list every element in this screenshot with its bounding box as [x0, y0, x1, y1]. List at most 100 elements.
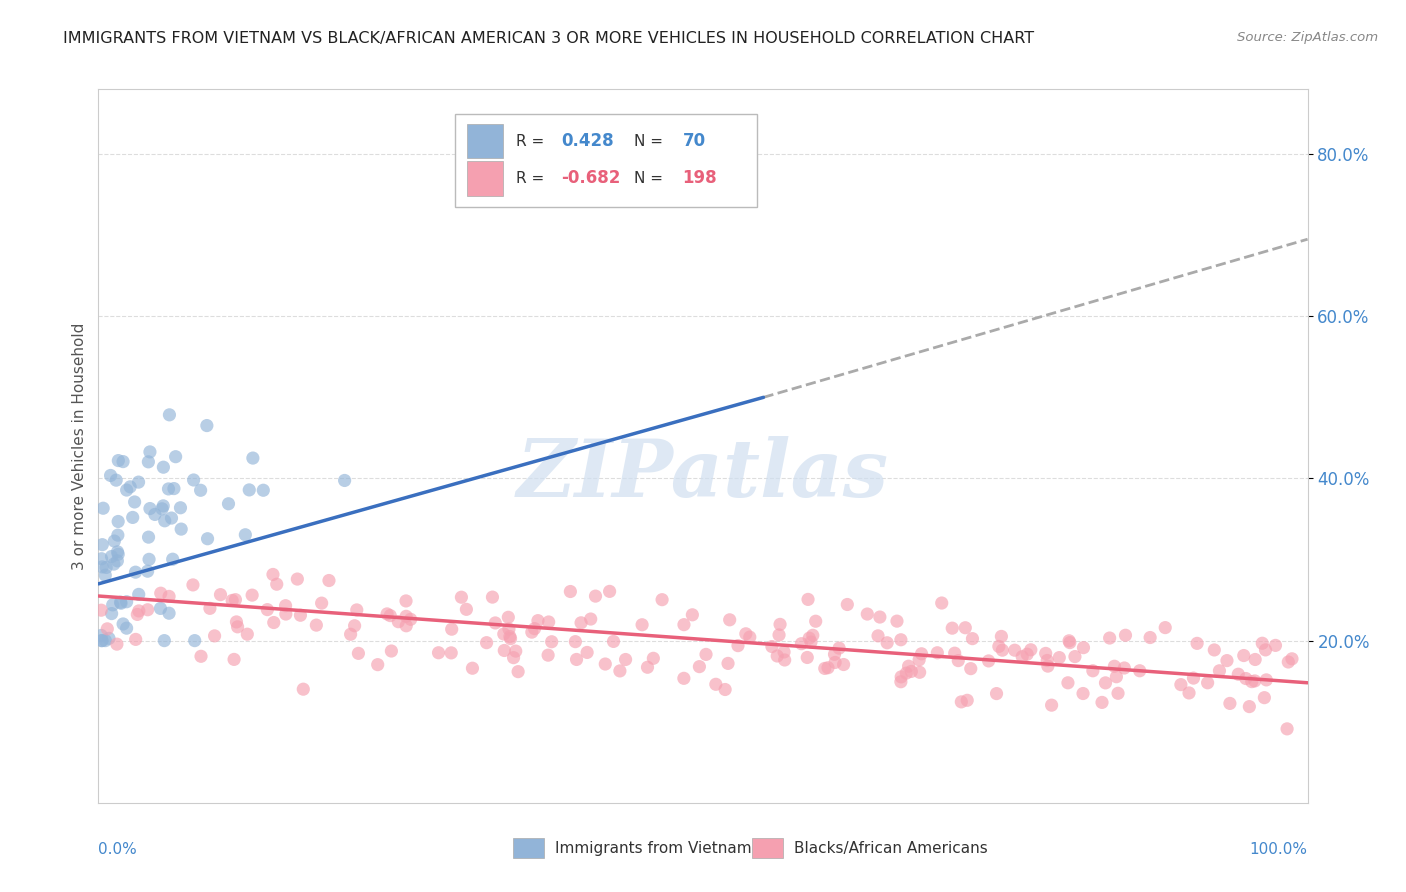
Point: [828, 641, 851, 656]
Point: [128, 475, 150, 489]
Point: [738, 630, 761, 644]
Point: [395, 609, 418, 624]
Point: [115, 621, 138, 635]
Point: [262, 567, 284, 582]
Point: [797, 592, 820, 607]
Point: [120, 480, 142, 494]
Point: [1182, 671, 1205, 685]
Point: [160, 511, 183, 525]
Point: [631, 617, 654, 632]
Point: [897, 659, 920, 673]
Point: [896, 666, 918, 681]
Point: [138, 455, 160, 469]
Point: [602, 634, 624, 648]
Point: [1216, 654, 1239, 668]
FancyBboxPatch shape: [456, 114, 758, 207]
Point: [139, 445, 162, 459]
Point: [195, 418, 218, 433]
Point: [1064, 649, 1087, 664]
Point: [103, 557, 125, 571]
Point: [127, 607, 149, 622]
Point: [908, 653, 931, 667]
Point: [681, 607, 703, 622]
Point: [456, 602, 478, 616]
Text: 198: 198: [682, 169, 717, 187]
Point: [814, 661, 837, 675]
Point: [523, 622, 546, 636]
Point: [1239, 699, 1261, 714]
Point: [181, 578, 204, 592]
Point: [927, 646, 949, 660]
Point: [801, 628, 824, 642]
Point: [427, 646, 450, 660]
Point: [900, 665, 922, 679]
Point: [1170, 678, 1192, 692]
Point: [347, 646, 370, 660]
Point: [714, 682, 737, 697]
Point: [977, 654, 1000, 668]
Point: [540, 634, 562, 648]
Point: [1081, 664, 1104, 678]
Point: [1019, 642, 1042, 657]
Point: [124, 565, 146, 579]
Point: [1057, 633, 1080, 648]
Point: [824, 656, 846, 670]
Point: [1057, 675, 1080, 690]
Point: [569, 615, 592, 630]
Point: [734, 627, 756, 641]
Point: [153, 514, 176, 528]
Point: [100, 468, 122, 483]
Point: [190, 649, 212, 664]
Point: [908, 665, 931, 680]
Point: [890, 632, 912, 647]
Point: [790, 637, 813, 651]
Point: [218, 497, 240, 511]
Point: [769, 617, 792, 632]
Point: [1185, 636, 1208, 650]
Point: [183, 633, 205, 648]
Point: [484, 615, 506, 630]
Point: [233, 528, 256, 542]
Point: [252, 483, 274, 498]
Text: 0.0%: 0.0%: [98, 842, 138, 857]
Point: [856, 607, 879, 621]
Point: [138, 530, 160, 544]
Point: [890, 670, 912, 684]
Point: [333, 474, 356, 488]
Point: [311, 596, 333, 610]
Point: [956, 693, 979, 707]
Point: [1036, 659, 1059, 673]
Point: [105, 473, 128, 487]
Point: [380, 608, 402, 623]
Point: [91, 633, 114, 648]
Point: [614, 652, 637, 666]
Point: [110, 595, 132, 609]
Point: [1094, 676, 1116, 690]
Point: [399, 612, 422, 626]
Point: [986, 687, 1008, 701]
Point: [1204, 643, 1226, 657]
Point: [672, 617, 695, 632]
Point: [672, 671, 695, 685]
Point: [766, 648, 789, 663]
Text: R =: R =: [516, 134, 548, 149]
Point: [1104, 659, 1126, 673]
Point: [492, 627, 515, 641]
Text: Source: ZipAtlas.com: Source: ZipAtlas.com: [1237, 31, 1378, 45]
Point: [159, 408, 181, 422]
Point: [450, 591, 472, 605]
Point: [564, 634, 586, 648]
Point: [157, 590, 180, 604]
Point: [1233, 648, 1256, 663]
Point: [565, 652, 588, 666]
Point: [1277, 655, 1299, 669]
Point: [90, 603, 112, 617]
Point: [165, 450, 187, 464]
Text: ZIPatlas: ZIPatlas: [517, 436, 889, 513]
Point: [96, 560, 118, 574]
Point: [1129, 664, 1152, 678]
Point: [221, 593, 243, 607]
Point: [688, 659, 710, 673]
Point: [520, 625, 543, 640]
Point: [136, 603, 159, 617]
